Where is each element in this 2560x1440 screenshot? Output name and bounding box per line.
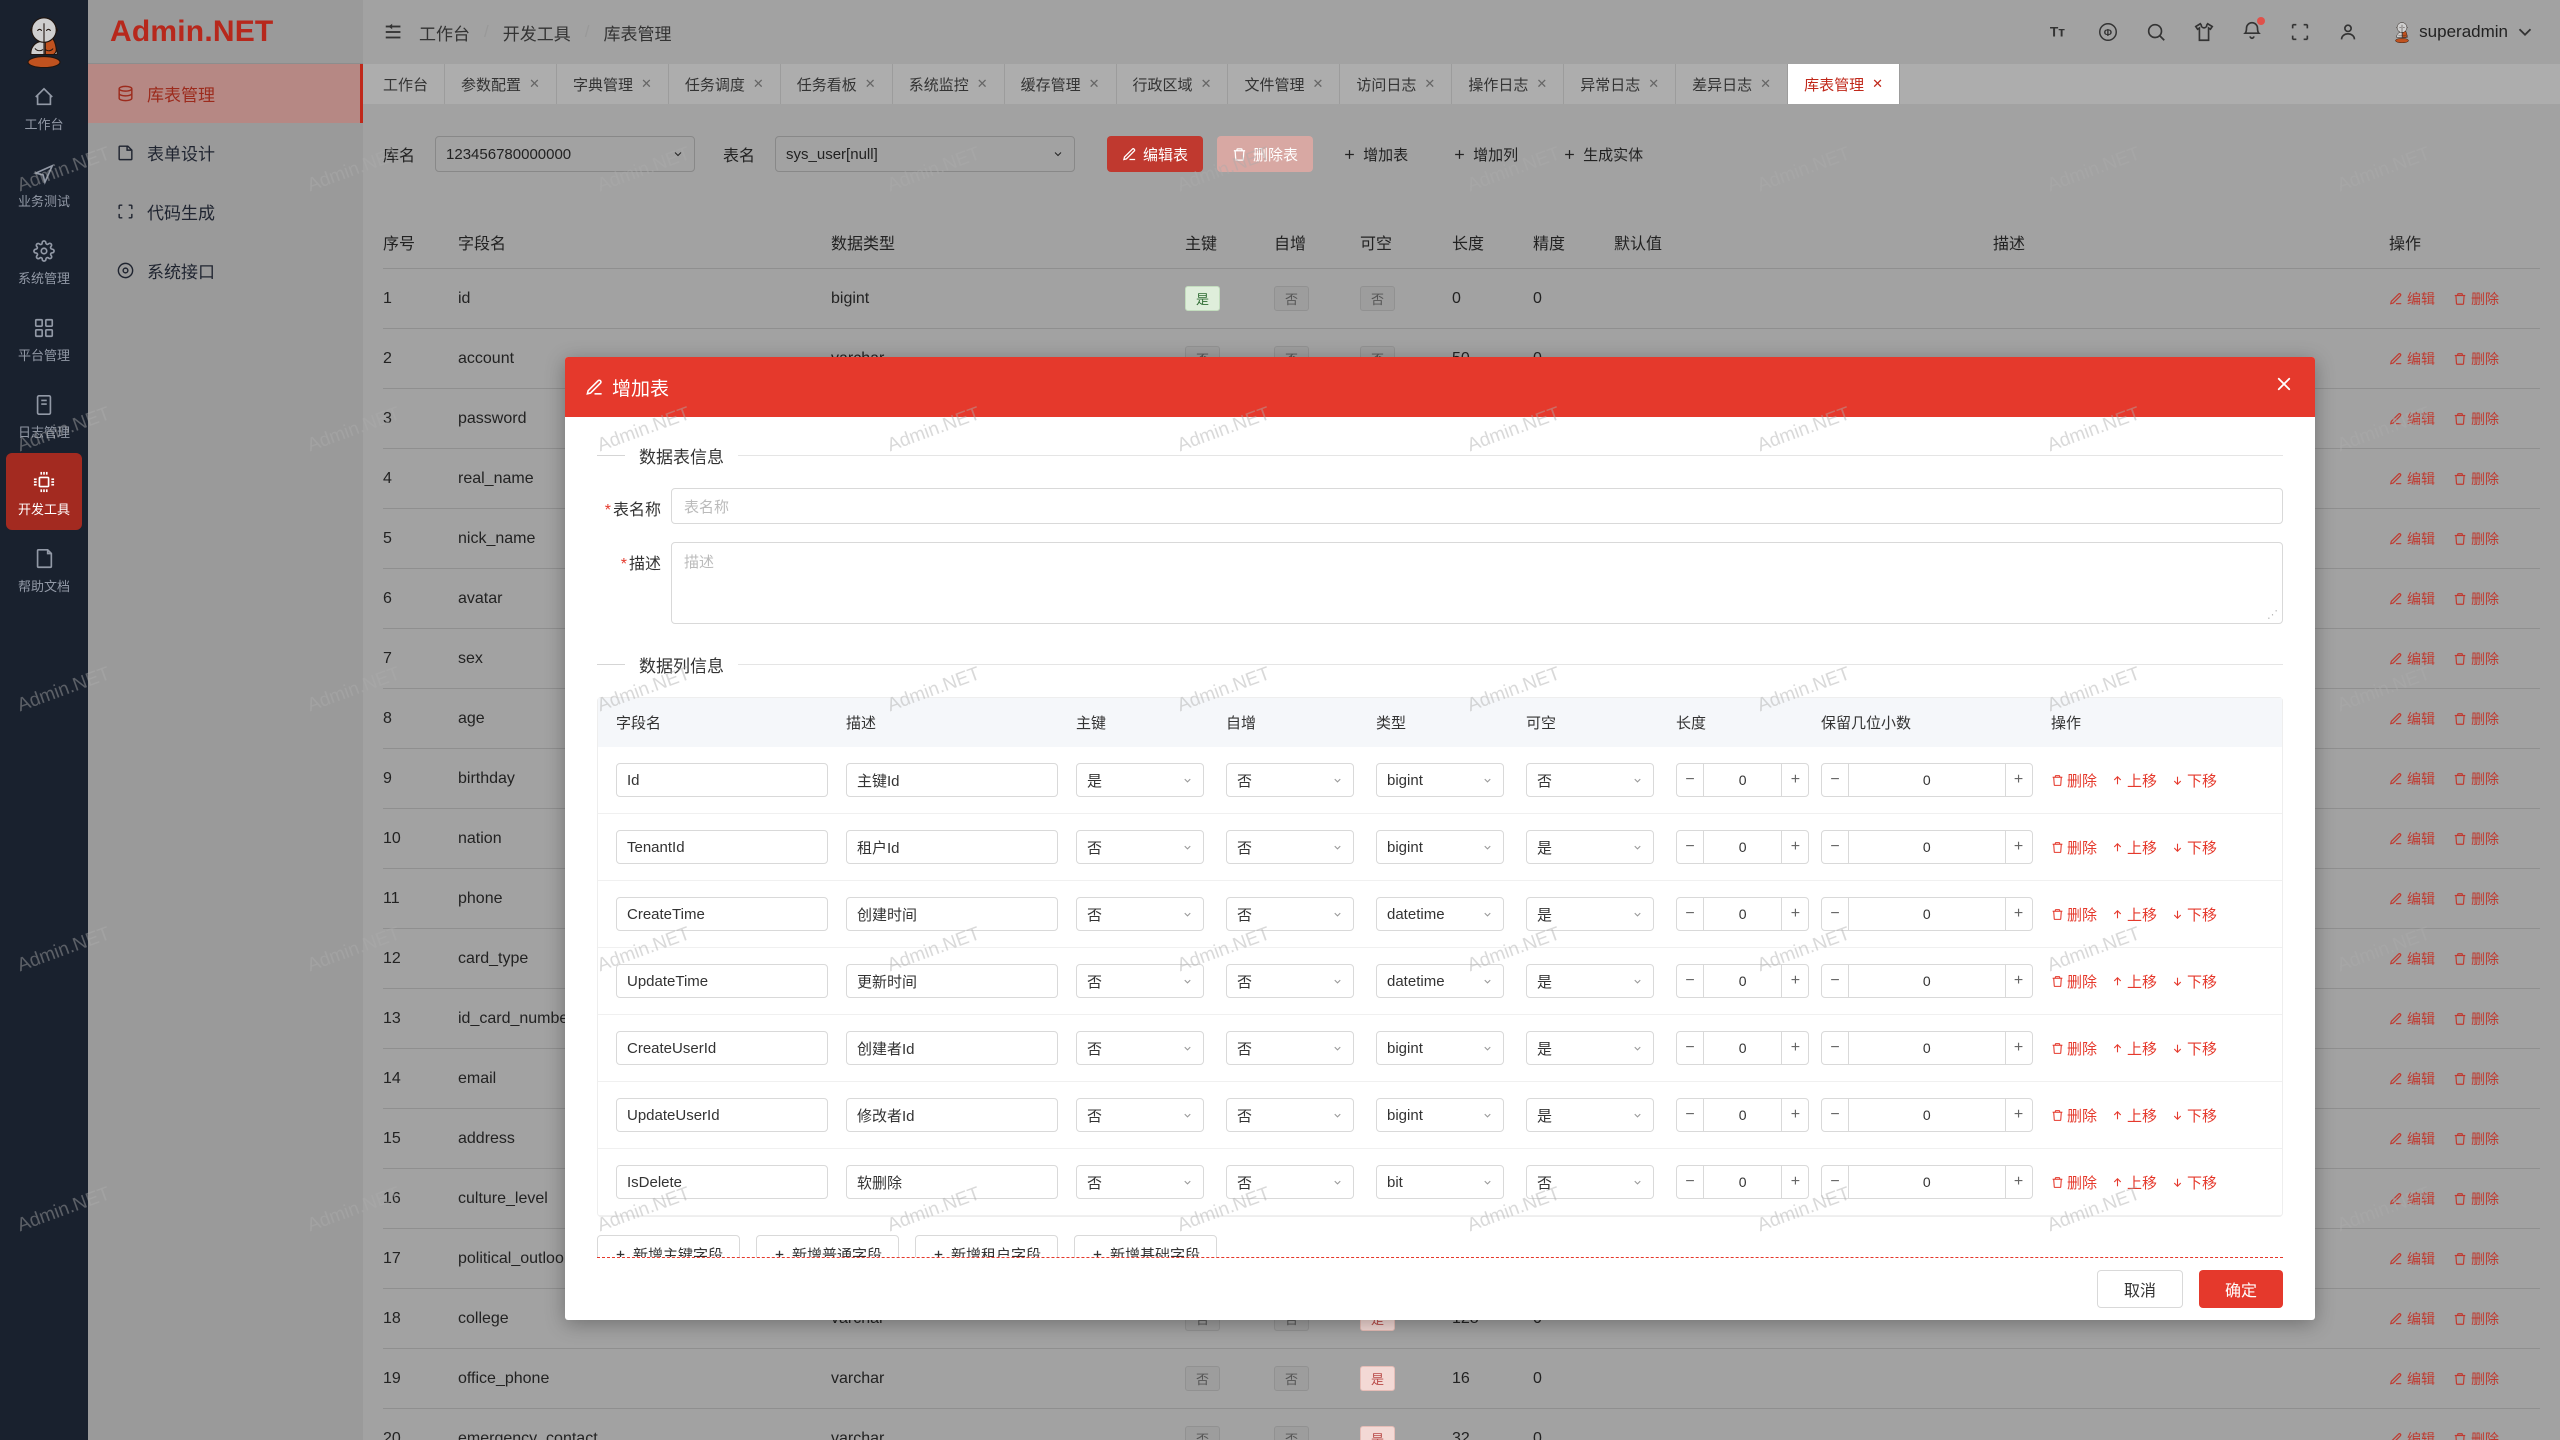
- svg-text:Φ: Φ: [2104, 28, 2112, 39]
- svg-text:Tᴛ: Tᴛ: [2050, 25, 2065, 40]
